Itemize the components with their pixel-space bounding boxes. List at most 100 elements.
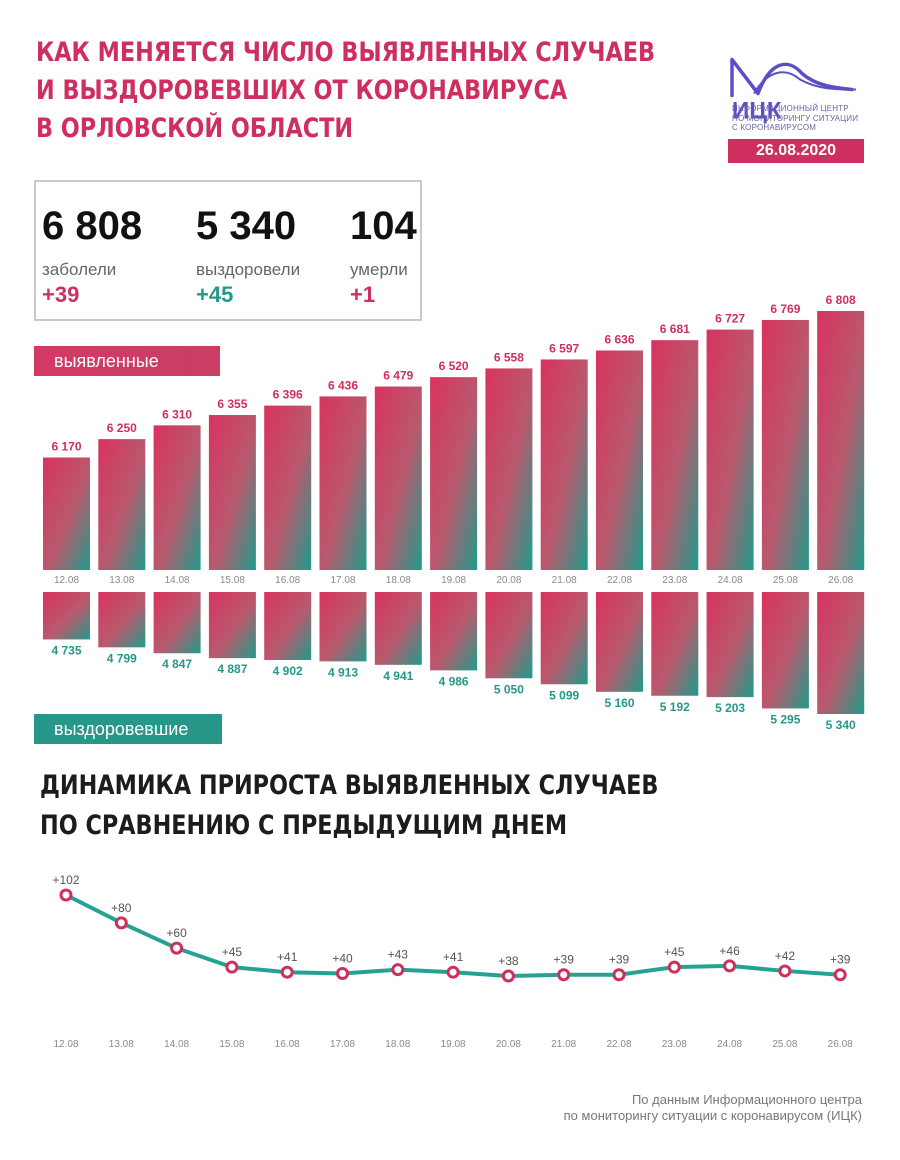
x-tick-label: 22.08 (607, 575, 632, 586)
case-value-label: 6 436 (328, 378, 358, 392)
case-bar (319, 396, 367, 570)
x-tick-label: 12.08 (54, 575, 79, 586)
case-value-label: 6 250 (107, 421, 137, 435)
stat-label: заболели (42, 260, 117, 279)
case-value-label: 6 597 (549, 341, 579, 355)
x-tick-label: 17.08 (330, 1039, 355, 1050)
x-tick-label: 21.08 (551, 1039, 576, 1050)
growth-point (723, 959, 737, 973)
x-tick-label: 26.08 (828, 575, 853, 586)
source-line: По данным Информационного центра (631, 1092, 862, 1107)
recovered-value-label: 5 099 (549, 688, 579, 702)
x-tick-label: 14.08 (165, 575, 190, 586)
recovered-value-label: 5 203 (715, 701, 745, 715)
growth-value-label: +40 (332, 951, 353, 965)
growth-value-label: +38 (498, 954, 519, 968)
growth-value-label: +39 (554, 953, 575, 967)
stat-deaths: 104 умерли +1 (350, 204, 417, 308)
stat-recovered: 5 340 выздоровели +45 (196, 204, 300, 308)
recovered-value-label: 4 887 (217, 662, 247, 676)
summary-box: 6 808 заболели +39 5 340 выздоровели +45… (34, 180, 422, 321)
title-line: И ВЫЗДОРОВЕВШИХ ОТ КОРОНАВИРУСА (36, 75, 568, 106)
x-tick-label: 18.08 (385, 1039, 410, 1050)
source-note: По данным Информационного центра по мони… (564, 1092, 862, 1124)
case-bar (761, 319, 809, 570)
recovered-value-label: 5 295 (770, 712, 800, 726)
case-value-label: 6 558 (494, 350, 524, 364)
x-tick-label: 25.08 (772, 1039, 797, 1050)
x-tick-label: 12.08 (53, 1039, 78, 1050)
x-tick-label: 23.08 (662, 1039, 687, 1050)
recovered-bar (540, 592, 588, 685)
growth-value-label: +39 (609, 953, 630, 967)
x-tick-label: 26.08 (828, 1039, 853, 1050)
growth-value-label: +80 (111, 901, 132, 915)
growth-value-label: +45 (664, 945, 685, 959)
recovered-value-label: 4 902 (273, 664, 303, 678)
bar-chart: 6 170 12.08 4 735 6 250 13.08 4 799 6 310 14.08… (43, 293, 865, 732)
recovered-bar (430, 592, 478, 671)
growth-point (501, 969, 515, 983)
recovered-bar (706, 592, 754, 698)
recovered-value-label: 5 192 (660, 700, 690, 714)
case-bar (374, 386, 422, 570)
x-tick-label: 19.08 (441, 575, 466, 586)
x-tick-label: 13.08 (109, 1039, 134, 1050)
growth-point (391, 963, 405, 977)
case-value-label: 6 170 (51, 439, 81, 453)
x-tick-label: 24.08 (717, 1039, 742, 1050)
case-value-label: 6 769 (770, 302, 800, 316)
x-tick-label: 13.08 (109, 575, 134, 586)
case-value-label: 6 636 (604, 332, 634, 346)
growth-value-label: +46 (719, 944, 740, 958)
recovered-value-label: 4 941 (383, 669, 413, 683)
line-chart: +102 12.08 +80 13.08 +60 14.08 +45 15.08 +41 16.0… (52, 873, 853, 1050)
source-line: по мониторингу ситуации с коронавирусом … (563, 1108, 862, 1123)
recovered-bar (208, 592, 256, 659)
stat-delta: +1 (350, 282, 376, 307)
logo-caption-line: С КОРОНАВИРУСОМ (732, 123, 817, 132)
date-badge: 26.08.2020 (728, 139, 864, 163)
case-bar (264, 405, 312, 570)
recovered-bar (374, 592, 422, 665)
case-bar (651, 340, 699, 570)
recovered-bar (761, 592, 809, 709)
case-bar (98, 439, 146, 570)
growth-point (225, 960, 239, 974)
logo-caption-line: ПО МОНИТОРИНГУ СИТУАЦИИ (732, 113, 859, 123)
case-bar (430, 377, 478, 570)
case-value-label: 6 520 (439, 359, 469, 373)
logo-caption-line: ИНФОРМАЦИОННЫЙ ЦЕНТР (732, 104, 849, 113)
x-tick-label: 23.08 (662, 575, 687, 586)
case-bar (706, 329, 754, 570)
x-tick-label: 25.08 (773, 575, 798, 586)
stat-value: 6 808 (42, 204, 143, 248)
x-tick-label: 15.08 (220, 575, 245, 586)
growth-value-label: +43 (388, 948, 409, 962)
logo-caption: ИНФОРМАЦИОННЫЙ ЦЕНТР ПО МОНИТОРИНГУ СИТУ… (732, 104, 858, 133)
case-value-label: 6 310 (162, 407, 192, 421)
stat-delta: +39 (42, 282, 80, 307)
x-tick-label: 14.08 (164, 1039, 189, 1050)
stat-label: умерли (350, 260, 408, 279)
case-bar (43, 457, 90, 570)
x-tick-label: 19.08 (441, 1039, 466, 1050)
subtitle-line: ПО СРАВНЕНИЮ С ПРЕДЫДУЩИМ ДНЕМ (40, 810, 568, 841)
growth-point (170, 941, 184, 955)
growth-point (667, 960, 681, 974)
growth-value-label: +41 (443, 950, 464, 964)
x-tick-label: 15.08 (219, 1039, 244, 1050)
recovered-value-label: 5 160 (604, 696, 634, 710)
x-tick-label: 22.08 (606, 1039, 631, 1050)
recovered-value-label: 4 799 (107, 651, 137, 665)
growth-value-label: +39 (830, 953, 851, 967)
growth-value-label: +42 (775, 949, 796, 963)
case-value-label: 6 681 (660, 322, 690, 336)
x-tick-label: 17.08 (330, 575, 355, 586)
x-tick-label: 21.08 (552, 575, 577, 586)
stat-cases: 6 808 заболели +39 (42, 204, 142, 308)
case-bar (817, 311, 865, 570)
recovered-tag: выздоровевшие (34, 714, 222, 744)
recovered-bar (43, 592, 90, 640)
stat-delta: +45 (196, 282, 234, 307)
